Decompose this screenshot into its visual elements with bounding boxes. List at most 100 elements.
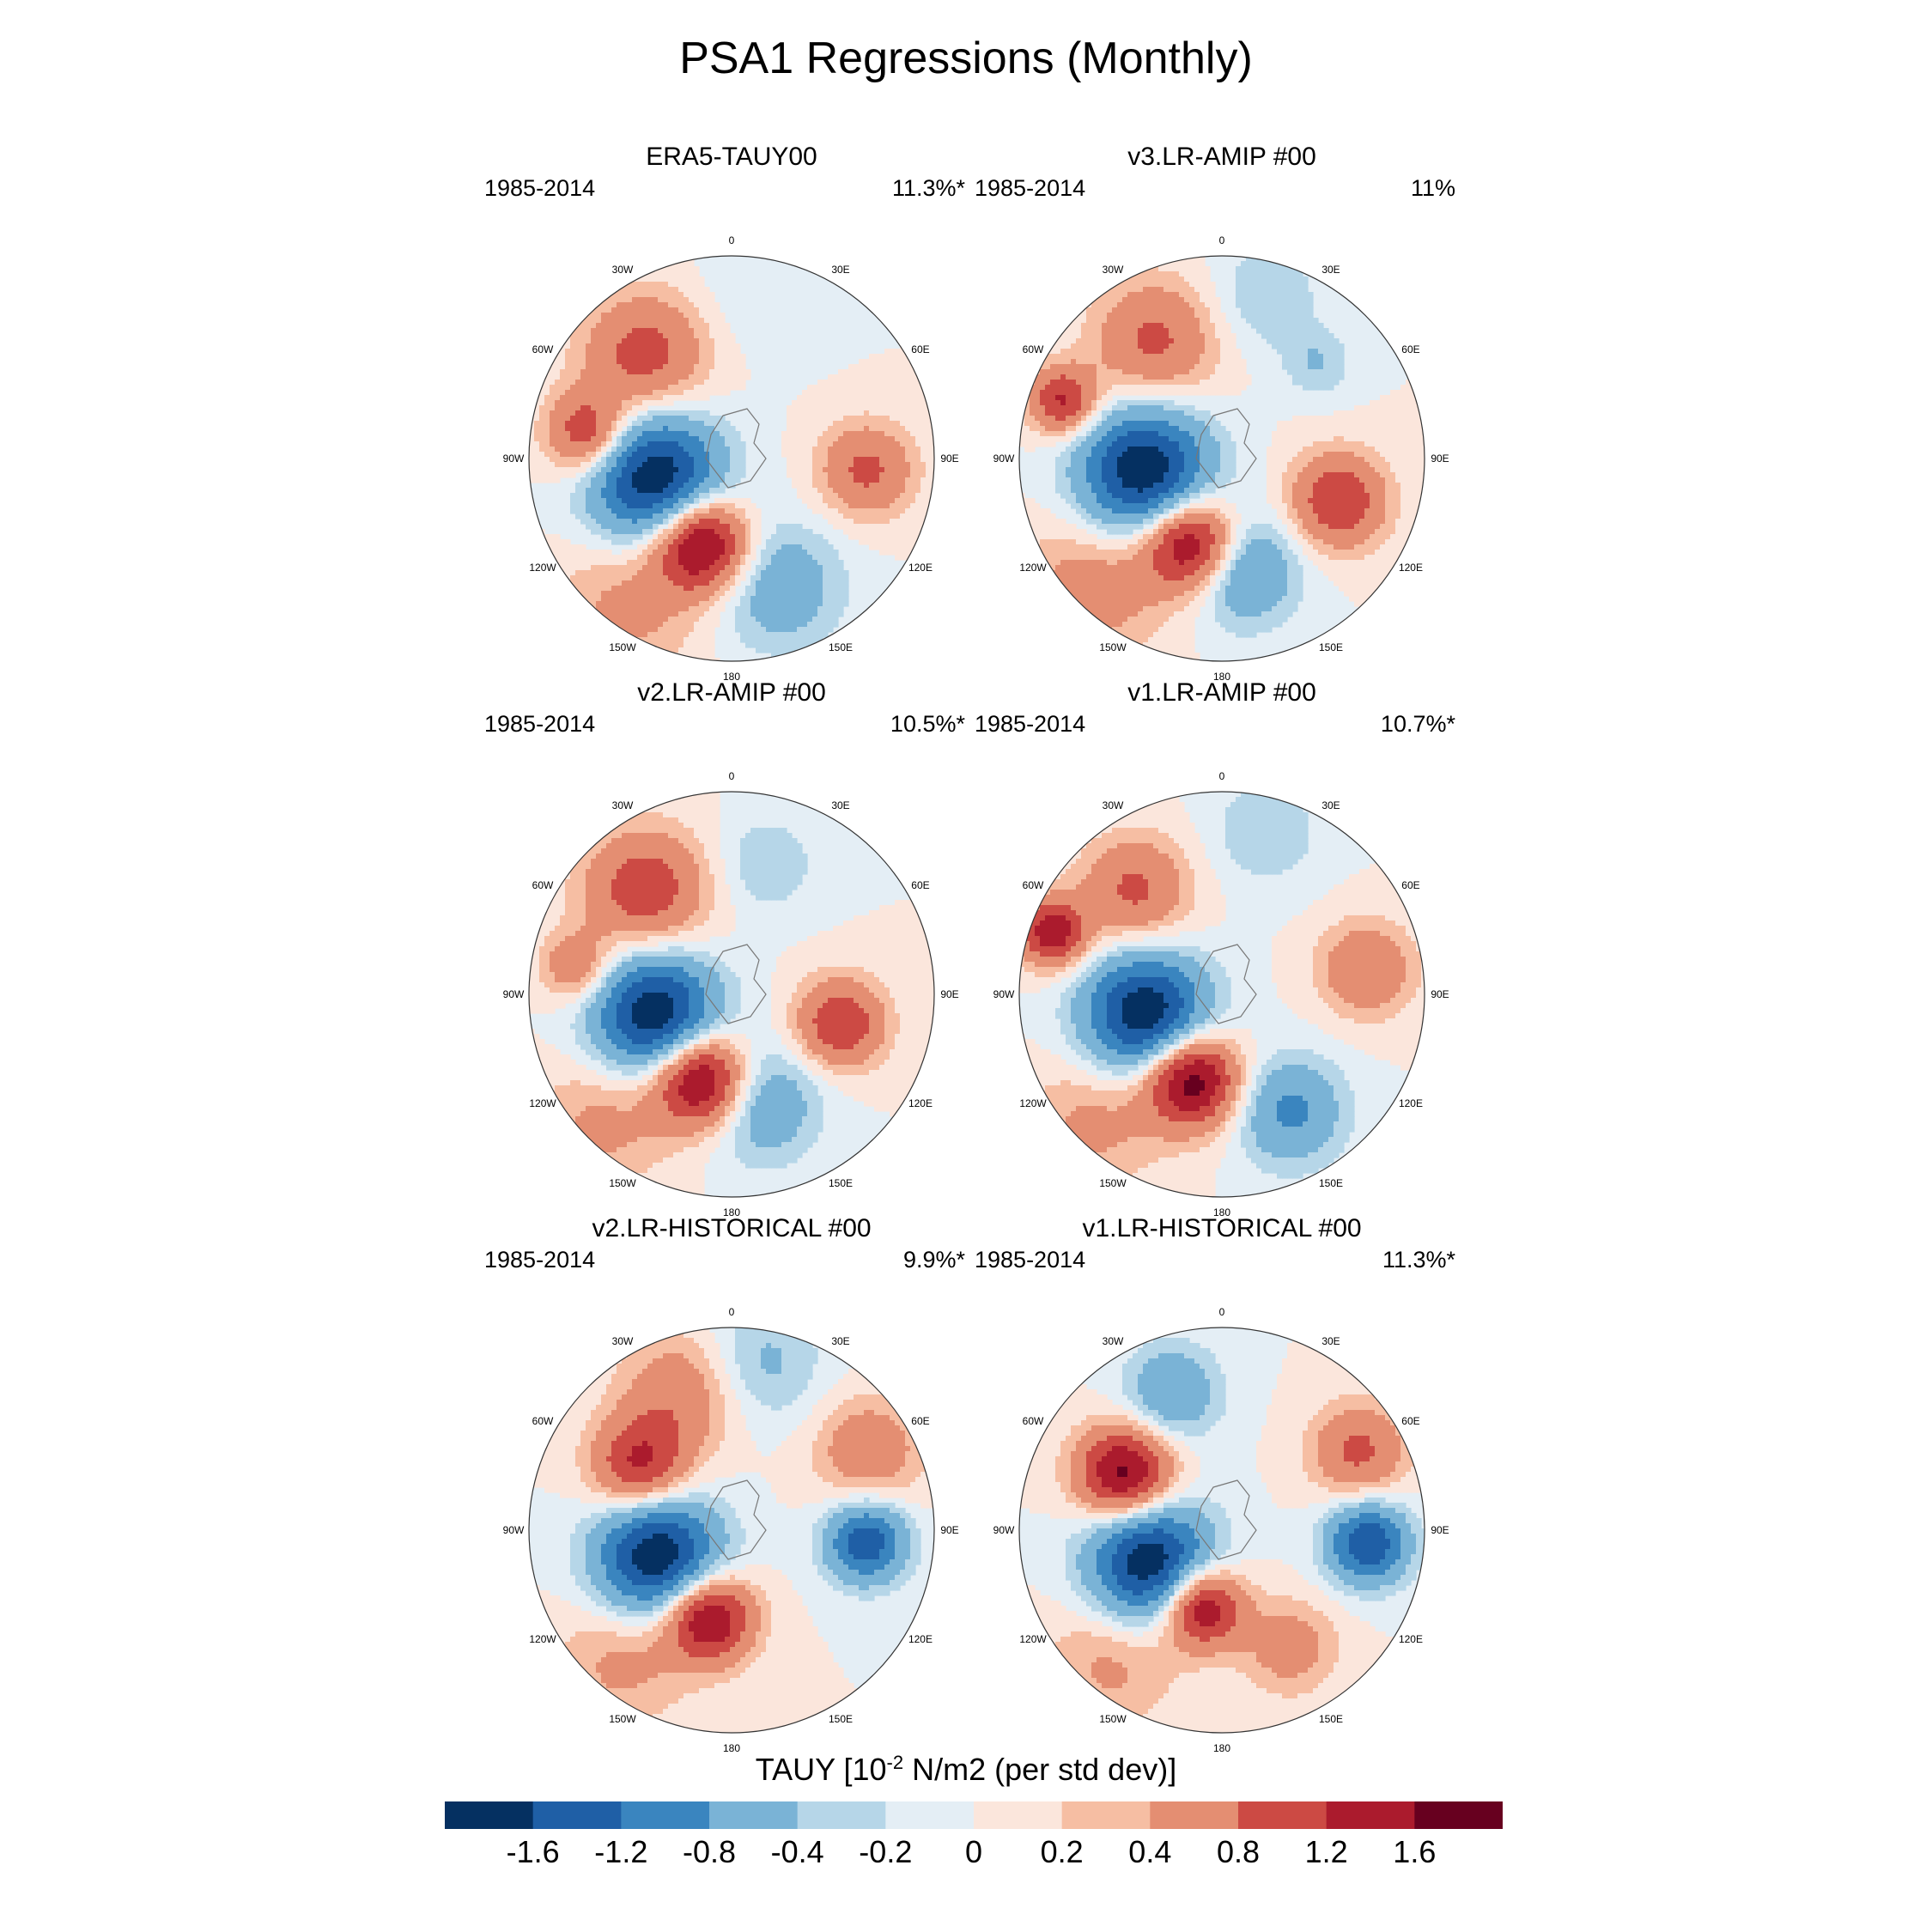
- field-cell: [550, 416, 556, 422]
- field-cell: [1019, 287, 1025, 293]
- field-cell: [792, 622, 798, 628]
- field-cell: [776, 529, 782, 535]
- field-cell: [586, 431, 592, 437]
- field-cell: [854, 513, 860, 519]
- field-cell: [544, 359, 550, 365]
- field-cell: [647, 287, 653, 293]
- field-cell: [529, 627, 535, 633]
- field-cell: [668, 611, 674, 617]
- field-cell: [637, 405, 643, 411]
- field-cell: [1035, 297, 1041, 303]
- field-cell: [807, 467, 813, 473]
- field-cell: [920, 498, 927, 504]
- field-cell: [555, 637, 561, 643]
- field-cell: [601, 493, 607, 499]
- field-cell: [1081, 318, 1087, 324]
- field-cell: [848, 369, 854, 375]
- field-cell: [627, 462, 633, 468]
- field-cell: [1127, 287, 1133, 293]
- field-cell: [720, 354, 726, 360]
- field-cell: [817, 534, 823, 540]
- field-cell: [678, 369, 684, 375]
- field-cell: [920, 477, 927, 483]
- field-cell: [689, 364, 695, 370]
- field-cell: [529, 529, 535, 535]
- field-cell: [663, 534, 669, 540]
- field-cell: [1081, 276, 1087, 283]
- field-cell: [740, 380, 746, 386]
- field-cell: [678, 601, 684, 607]
- field-cell: [812, 395, 818, 401]
- field-cell: [653, 524, 659, 530]
- field-cell: [1040, 287, 1046, 293]
- field-cell: [828, 617, 834, 623]
- field-cell: [647, 447, 653, 453]
- field-cell: [606, 271, 612, 277]
- field-cell: [823, 555, 829, 561]
- field-cell: [781, 606, 787, 612]
- field-cell: [596, 622, 602, 628]
- field-cell: [632, 601, 638, 607]
- field-cell: [843, 457, 849, 463]
- field-cell: [560, 544, 566, 550]
- field-cell: [663, 617, 669, 623]
- field-cell: [890, 467, 896, 473]
- field-cell: [591, 524, 597, 530]
- field-cell: [905, 431, 911, 437]
- field-cell: [560, 622, 566, 628]
- field-cell: [920, 462, 927, 468]
- field-cell: [1117, 313, 1123, 319]
- field-cell: [647, 617, 653, 623]
- field-cell: [534, 287, 540, 293]
- field-cell: [709, 364, 715, 370]
- field-cell: [761, 601, 767, 607]
- field-cell: [647, 354, 653, 360]
- field-cell: [1081, 287, 1087, 293]
- field-cell: [1133, 302, 1139, 308]
- field-cell: [812, 632, 818, 638]
- field-cell: [740, 498, 746, 504]
- field-cell: [879, 354, 885, 360]
- field-cell: [745, 596, 751, 602]
- field-cell: [611, 421, 617, 427]
- field-cell: [745, 534, 751, 540]
- field-cell: [678, 374, 684, 380]
- field-cell: [580, 544, 586, 550]
- field-cell: [637, 606, 643, 612]
- field-cell: [622, 436, 628, 442]
- field-cell: [828, 405, 834, 411]
- field-cell: [859, 519, 865, 525]
- field-cell: [869, 421, 875, 427]
- field-cell: [570, 390, 576, 396]
- field-cell: [823, 457, 829, 463]
- field-cell: [869, 488, 875, 494]
- field-cell: [1246, 287, 1252, 293]
- field-cell: [776, 591, 782, 597]
- field-cell: [823, 431, 829, 437]
- field-cell: [812, 385, 818, 391]
- field-cell: [843, 416, 849, 422]
- field-cell: [869, 544, 875, 550]
- field-cell: [591, 493, 597, 499]
- field-cell: [1143, 297, 1149, 303]
- field-cell: [580, 467, 586, 473]
- field-cell: [725, 431, 731, 437]
- field-cell: [843, 591, 849, 597]
- field-cell: [838, 524, 844, 530]
- field-cell: [689, 343, 695, 349]
- field-cell: [1019, 302, 1025, 308]
- field-cell: [668, 513, 674, 519]
- field-cell: [560, 555, 566, 561]
- field-cell: [580, 416, 586, 422]
- field-cell: [570, 627, 576, 633]
- field-cell: [823, 544, 829, 550]
- field-cell: [668, 416, 674, 422]
- field-cell: [823, 606, 829, 612]
- field-cell: [823, 452, 829, 458]
- field-cell: [580, 601, 586, 607]
- field-cell: [750, 503, 756, 509]
- field-cell: [1287, 307, 1293, 313]
- field-cell: [750, 637, 756, 643]
- field-cell: [663, 410, 669, 416]
- field-cell: [653, 596, 659, 602]
